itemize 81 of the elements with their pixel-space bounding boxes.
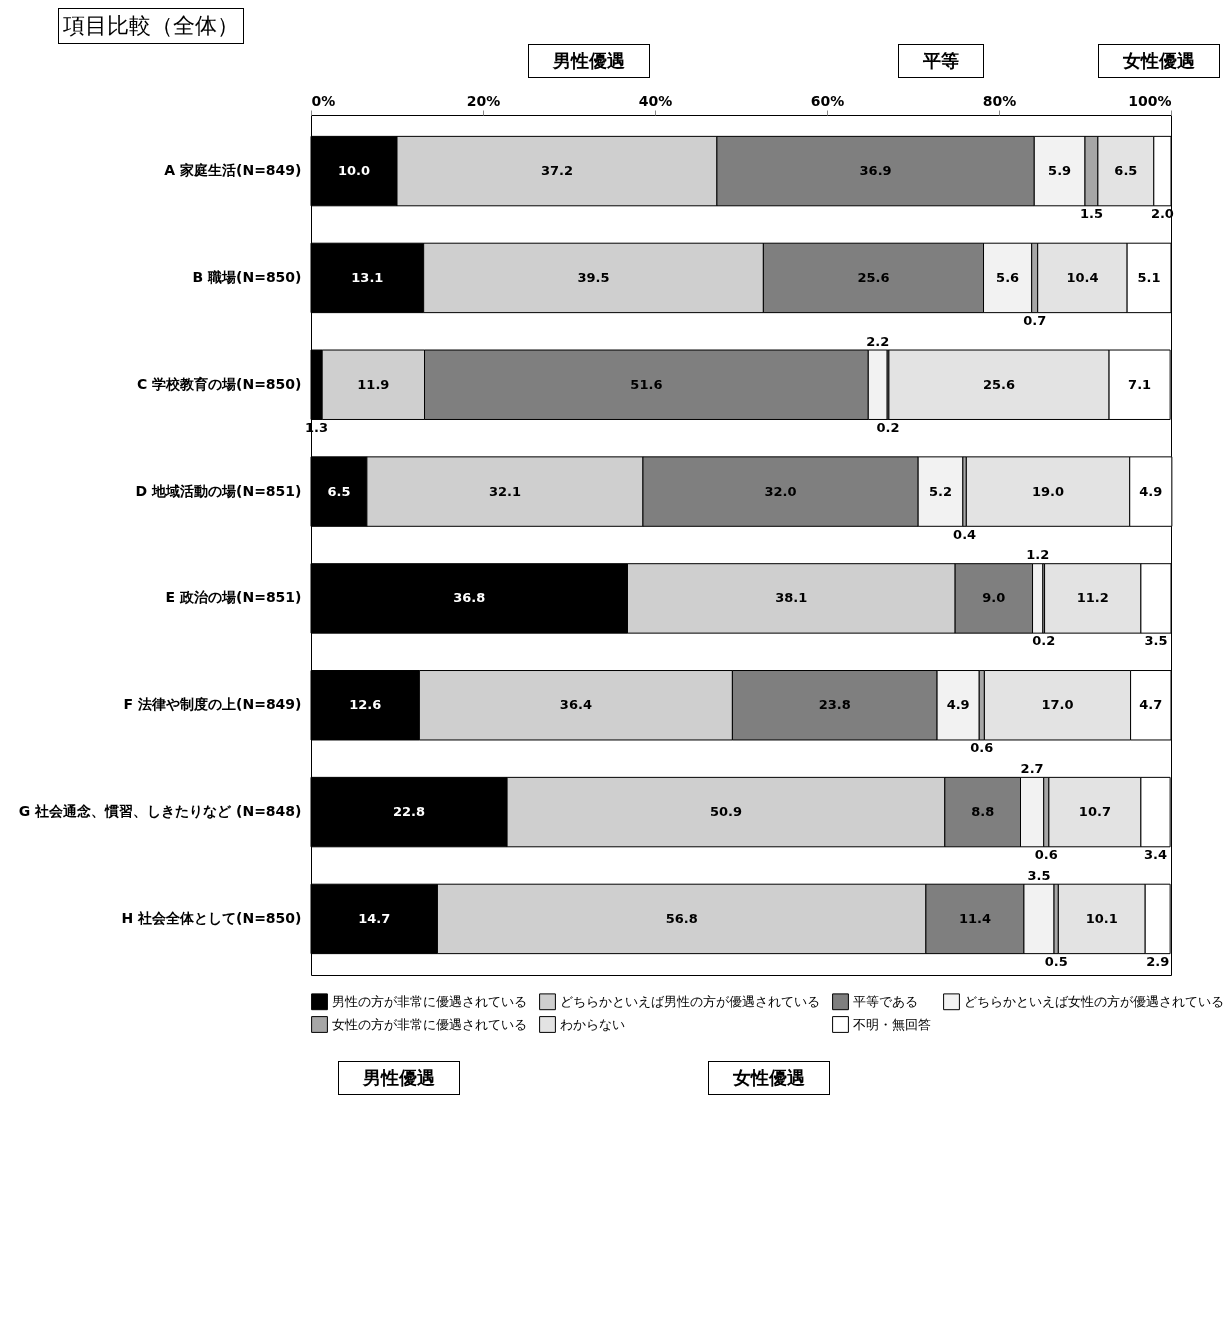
legend-label: わからない <box>560 1016 625 1032</box>
data-label: 0.2 <box>1032 633 1056 649</box>
data-label: 3.4 <box>1144 847 1168 863</box>
x-tick-label: 80% <box>982 92 1017 109</box>
data-label: 4.9 <box>946 697 970 713</box>
data-label: 38.1 <box>775 590 808 606</box>
text: 平等 <box>898 44 984 78</box>
data-label: 32.0 <box>764 483 797 499</box>
legend-label: 女性の方が非常に優遇されている <box>332 1016 527 1032</box>
legend-label: 平等である <box>853 993 918 1009</box>
data-label: 25.6 <box>982 376 1016 392</box>
data-label: 0.7 <box>1023 312 1047 328</box>
data-label: 10.1 <box>1085 910 1118 926</box>
y-tick-label: H 社会全体として(N=850) <box>121 909 302 926</box>
data-label: 32.1 <box>488 483 521 499</box>
data-label: 23.8 <box>818 697 851 713</box>
data-label: 0.6 <box>970 740 994 756</box>
data-label: 2.7 <box>1020 761 1044 777</box>
data-label: 0.4 <box>953 526 977 542</box>
data-label: 5.9 <box>1048 163 1072 179</box>
data-label: 22.8 <box>393 804 426 820</box>
data-label: 1.2 <box>1026 547 1050 563</box>
data-label: 0.2 <box>876 419 900 435</box>
legend-label: 不明・無回答 <box>853 1016 931 1032</box>
y-tick-label: C 学校教育の場(N=850) <box>136 375 302 392</box>
text: 男性優遇 <box>338 1061 460 1095</box>
data-label: 11.9 <box>357 376 390 392</box>
x-tick-label: 20% <box>466 92 501 109</box>
text: 男性優遇 <box>528 44 650 78</box>
data-label: 5.1 <box>1137 269 1161 285</box>
data-label: 25.6 <box>857 269 890 285</box>
data-label: 37.2 <box>540 163 573 179</box>
data-label: 6.5 <box>327 483 351 499</box>
x-tick-label: 60% <box>810 92 845 109</box>
data-label: 4.7 <box>1139 697 1163 713</box>
data-label: 5.2 <box>929 483 953 499</box>
data-label: 0.6 <box>1034 847 1058 863</box>
text: 女性優遇 <box>708 1061 830 1095</box>
text: 女性優遇 <box>1098 44 1220 78</box>
data-label: 4.9 <box>1139 483 1163 499</box>
data-label: 17.0 <box>1041 697 1074 713</box>
legend-label: どちらかといえば男性の方が優遇されている <box>560 993 820 1009</box>
y-tick-label: A 家庭生活(N=849) <box>164 162 302 179</box>
data-label: 8.8 <box>971 804 995 820</box>
data-label: 3.5 <box>1027 867 1051 883</box>
data-label: 11.4 <box>958 910 991 926</box>
data-label: 56.8 <box>665 910 698 926</box>
y-tick-label: F 法律や制度の上(N=849) <box>123 696 302 713</box>
y-tick-label: B 職場(N=850) <box>192 268 302 285</box>
y-tick-label: D 地域活動の場(N=851) <box>135 482 302 499</box>
data-label: 5.6 <box>996 269 1020 285</box>
data-label: 50.9 <box>709 804 742 820</box>
data-label: 7.1 <box>1128 376 1152 392</box>
y-tick-label: G 社会通念、慣習、しきたりなど (N=848) <box>18 803 302 820</box>
data-label: 19.0 <box>1031 483 1065 499</box>
chart-title: 項目比較（全体） <box>58 8 244 44</box>
data-label: 13.1 <box>351 269 384 285</box>
data-label: 9.0 <box>982 590 1006 606</box>
data-label: 10.0 <box>337 163 371 179</box>
data-label: 39.5 <box>577 269 610 285</box>
x-tick-label: 40% <box>638 92 673 109</box>
x-tick-label: 100% <box>1128 92 1172 109</box>
data-label: 12.6 <box>349 697 382 713</box>
data-label: 10.4 <box>1066 269 1099 285</box>
data-label: 1.5 <box>1079 206 1103 222</box>
legend-label: 男性の方が非常に優遇されている <box>332 993 527 1009</box>
data-label: 3.5 <box>1144 633 1168 649</box>
data-label: 14.7 <box>358 910 391 926</box>
data-label: 0.5 <box>1044 953 1068 969</box>
y-tick-label: E 政治の場(N=851) <box>165 589 302 606</box>
legend-label: どちらかといえば女性の方が優遇されている <box>964 993 1224 1009</box>
data-label: 2.9 <box>1146 953 1170 969</box>
data-label: 6.5 <box>1114 163 1138 179</box>
data-label: 10.7 <box>1078 804 1111 820</box>
data-label: 2.2 <box>866 333 890 349</box>
data-label: 51.6 <box>630 376 663 392</box>
x-tick-label: 0% <box>311 92 336 109</box>
data-label: 36.8 <box>453 590 486 606</box>
data-label: 11.2 <box>1076 590 1109 606</box>
data-label: 36.9 <box>859 163 892 179</box>
data-label: 36.4 <box>559 697 592 713</box>
